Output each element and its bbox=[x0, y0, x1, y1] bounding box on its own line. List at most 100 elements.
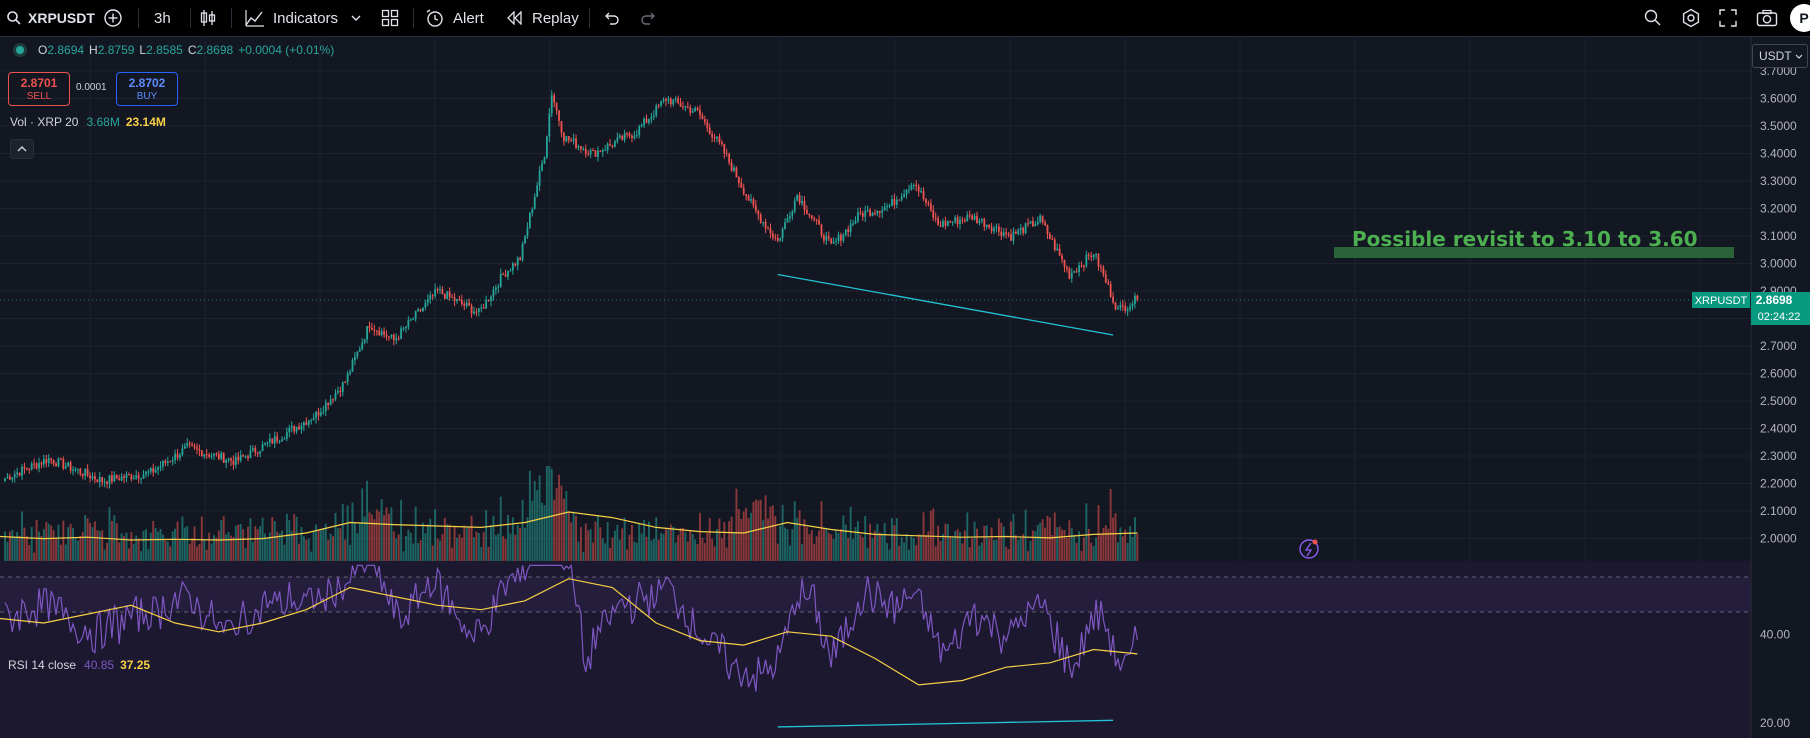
candle-body bbox=[1090, 255, 1093, 258]
volume-bar bbox=[917, 534, 920, 561]
buy-button[interactable]: 2.8702 BUY bbox=[116, 72, 178, 106]
volume-ma-value: 23.14M bbox=[125, 115, 166, 129]
volume-bar bbox=[339, 528, 342, 561]
candle-body bbox=[1073, 271, 1076, 273]
undo-button[interactable] bbox=[602, 0, 620, 36]
volume-bar bbox=[285, 513, 288, 561]
support-trendline[interactable] bbox=[777, 273, 1114, 336]
volume-bar bbox=[13, 536, 16, 561]
volume-bar bbox=[373, 519, 376, 561]
symbol-search[interactable]: XRPUSDT bbox=[6, 0, 95, 36]
volume-bar bbox=[788, 545, 791, 561]
volume-bar bbox=[1126, 542, 1129, 561]
volume-bar bbox=[531, 500, 534, 561]
candle-body bbox=[4, 478, 6, 481]
volume-bar bbox=[842, 515, 845, 561]
price-chart[interactable]: Possible revisit to 3.10 to 3.60 3.70003… bbox=[0, 36, 1810, 738]
rsi-divergence-line[interactable] bbox=[777, 719, 1114, 728]
candle-body bbox=[1049, 234, 1051, 239]
volume-bar bbox=[973, 521, 976, 561]
volume-bar bbox=[203, 539, 206, 561]
candle-body bbox=[30, 463, 33, 470]
candle-body bbox=[186, 443, 189, 446]
volume-bar bbox=[677, 535, 680, 561]
resistance-zone[interactable] bbox=[1334, 247, 1734, 258]
volume-bar bbox=[451, 547, 454, 561]
candle-body bbox=[458, 298, 461, 300]
currency-select[interactable]: USDT bbox=[1752, 44, 1808, 68]
candle-body bbox=[429, 295, 432, 300]
candle-body bbox=[672, 99, 675, 105]
buy-price: 2.8702 bbox=[128, 76, 166, 90]
compare-button[interactable] bbox=[103, 0, 123, 36]
chart-type-button[interactable] bbox=[199, 0, 217, 36]
candle-body bbox=[720, 141, 723, 144]
chevron-down-icon bbox=[351, 15, 361, 21]
alert-button[interactable]: Alert bbox=[425, 0, 484, 36]
candle-body bbox=[825, 236, 828, 241]
volume-bar bbox=[995, 539, 998, 561]
candle-body bbox=[1107, 282, 1110, 284]
volume-bar bbox=[69, 523, 72, 561]
candle-body bbox=[820, 224, 823, 236]
volume-bar bbox=[33, 552, 36, 561]
candle-body bbox=[145, 471, 147, 475]
price-tick: 2.3000 bbox=[1760, 449, 1797, 463]
snapshot-button[interactable] bbox=[1756, 0, 1778, 36]
candle-body bbox=[929, 203, 932, 211]
candle-body bbox=[623, 133, 626, 140]
candle-body bbox=[361, 342, 364, 350]
bolt-button[interactable] bbox=[1299, 539, 1319, 559]
volume-bar bbox=[745, 507, 748, 561]
layouts-button[interactable] bbox=[381, 0, 399, 36]
candle-body bbox=[164, 460, 167, 464]
replay-button[interactable]: Replay bbox=[506, 0, 579, 36]
candle-body bbox=[315, 411, 317, 419]
volume-bar bbox=[990, 527, 993, 561]
volume-bar bbox=[74, 538, 77, 561]
ohlc-c-label: C bbox=[187, 43, 197, 57]
volume-bar bbox=[959, 532, 961, 561]
quick-search-button[interactable] bbox=[1643, 0, 1663, 36]
candle-body bbox=[565, 136, 568, 142]
annotation-text[interactable]: Possible revisit to 3.10 to 3.60 bbox=[1352, 227, 1698, 251]
volume-bar bbox=[179, 539, 181, 561]
volume-bar bbox=[1002, 526, 1005, 561]
volume-bar bbox=[409, 532, 412, 561]
indicators-dropdown[interactable] bbox=[350, 0, 362, 36]
settings-button[interactable] bbox=[1681, 0, 1701, 36]
volume-bar bbox=[397, 534, 400, 561]
price-tick: 2.1000 bbox=[1760, 504, 1797, 518]
volume-bar bbox=[1116, 542, 1119, 561]
price-axis[interactable]: 3.70003.60003.50003.40003.30003.20003.10… bbox=[1750, 36, 1797, 738]
volume-bar bbox=[696, 544, 699, 561]
indicators-button[interactable]: Indicators bbox=[245, 0, 338, 36]
fullscreen-icon bbox=[1719, 9, 1737, 27]
candle-body bbox=[298, 426, 300, 430]
rewind-icon bbox=[507, 11, 522, 25]
interval-button[interactable]: 3h bbox=[154, 0, 171, 36]
fullscreen-button[interactable] bbox=[1719, 0, 1737, 36]
redo-button[interactable] bbox=[640, 0, 658, 36]
volume-bar bbox=[368, 512, 371, 561]
candle-body bbox=[788, 216, 791, 219]
candle-body bbox=[650, 116, 653, 120]
volume-bar bbox=[869, 523, 872, 561]
volume-bar bbox=[380, 499, 383, 561]
collapse-legend-button[interactable] bbox=[10, 139, 34, 159]
candle-body bbox=[293, 426, 296, 432]
candle-body bbox=[869, 209, 871, 216]
candle-body bbox=[898, 199, 901, 201]
candle-body bbox=[288, 427, 291, 433]
volume-bar bbox=[18, 535, 21, 561]
user-avatar[interactable]: P bbox=[1790, 0, 1810, 36]
sell-button[interactable]: 2.8701 SELL bbox=[8, 72, 70, 106]
candle-body bbox=[1087, 254, 1090, 256]
candle-body bbox=[1136, 295, 1139, 300]
candle-body bbox=[701, 115, 704, 120]
volume-bar bbox=[891, 518, 893, 561]
candle-body bbox=[436, 289, 439, 291]
volume-bar bbox=[971, 538, 974, 561]
volume-bar bbox=[278, 533, 281, 561]
candle-body bbox=[16, 472, 19, 475]
